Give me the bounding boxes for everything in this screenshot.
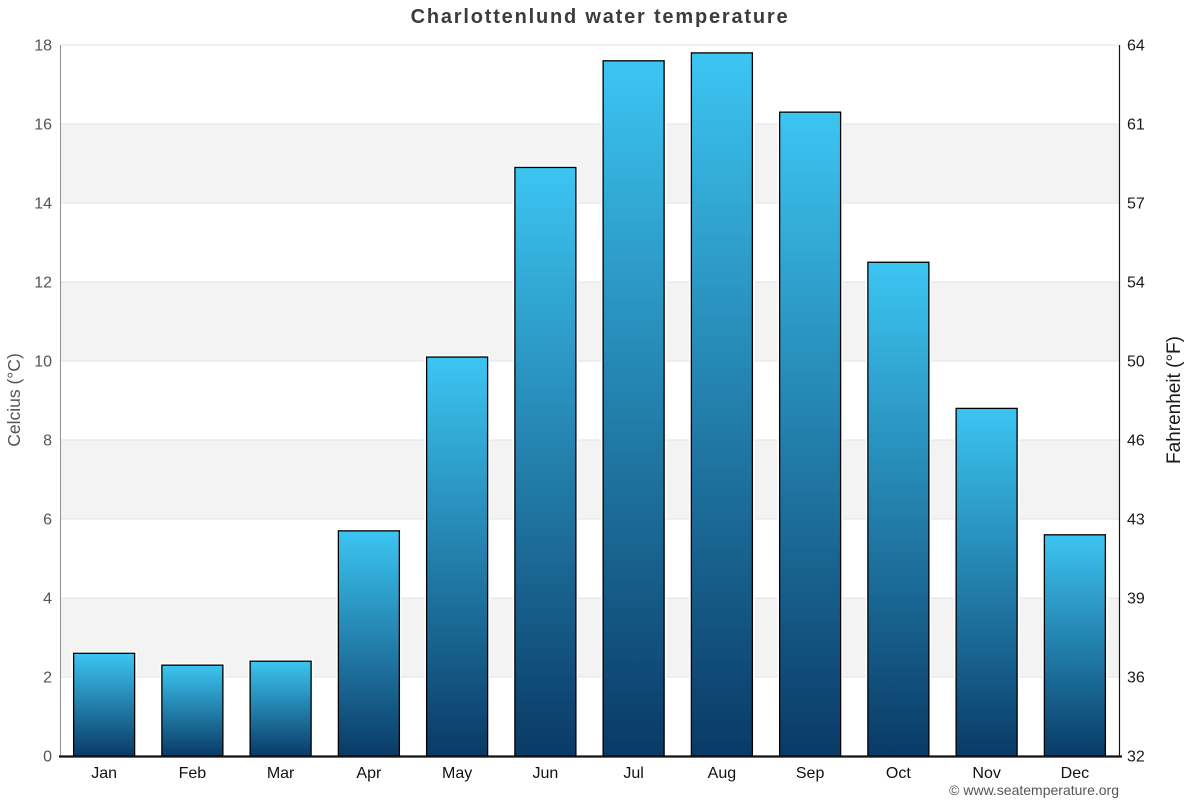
svg-text:Charlottenlund water temperatu: Charlottenlund water temperature: [411, 6, 790, 28]
svg-text:32: 32: [1127, 749, 1145, 766]
svg-text:36: 36: [1127, 670, 1145, 687]
svg-text:61: 61: [1127, 117, 1145, 134]
svg-text:46: 46: [1127, 433, 1145, 450]
svg-text:57: 57: [1127, 196, 1145, 213]
svg-text:Aug: Aug: [708, 765, 736, 782]
svg-text:4: 4: [43, 591, 52, 608]
svg-text:May: May: [442, 765, 472, 782]
svg-text:Jul: Jul: [623, 765, 643, 782]
svg-text:39: 39: [1127, 591, 1145, 608]
svg-text:© www.seatemperature.org: © www.seatemperature.org: [949, 782, 1119, 798]
svg-text:0: 0: [43, 749, 52, 766]
svg-text:50: 50: [1127, 354, 1145, 371]
svg-text:Jan: Jan: [91, 765, 117, 782]
svg-text:54: 54: [1127, 275, 1145, 292]
svg-text:6: 6: [43, 512, 52, 529]
svg-text:Feb: Feb: [179, 765, 207, 782]
svg-text:Celcius (°C): Celcius (°C): [4, 353, 24, 447]
svg-text:Fahrenheit (°F): Fahrenheit (°F): [1164, 336, 1185, 464]
svg-text:16: 16: [34, 117, 52, 134]
svg-text:Sep: Sep: [796, 765, 825, 782]
svg-text:Oct: Oct: [886, 765, 911, 782]
svg-text:14: 14: [34, 196, 52, 213]
svg-text:2: 2: [43, 670, 52, 687]
svg-text:8: 8: [43, 433, 52, 450]
svg-text:64: 64: [1127, 38, 1145, 55]
svg-text:18: 18: [34, 38, 52, 55]
svg-text:Mar: Mar: [267, 765, 295, 782]
svg-text:Dec: Dec: [1061, 765, 1089, 782]
svg-text:10: 10: [34, 354, 52, 371]
svg-text:43: 43: [1127, 512, 1145, 529]
svg-text:Nov: Nov: [972, 765, 1000, 782]
svg-text:Apr: Apr: [356, 765, 382, 782]
svg-text:12: 12: [34, 275, 52, 292]
svg-text:Jun: Jun: [532, 765, 558, 782]
